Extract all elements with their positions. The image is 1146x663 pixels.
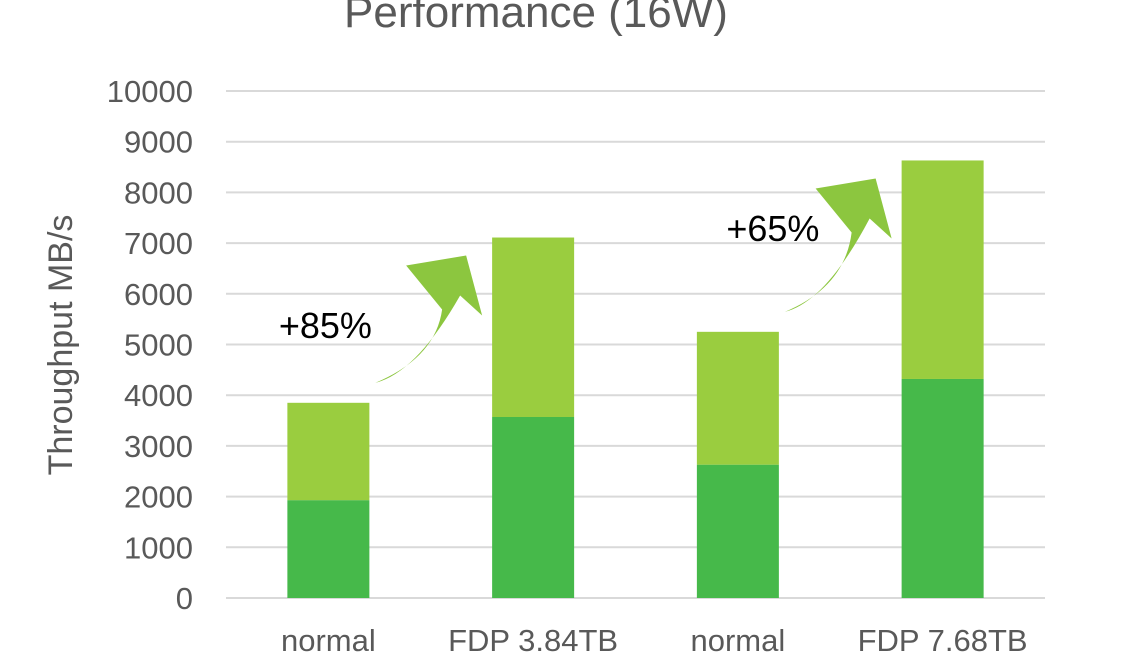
y-tick-label: 1000 [124, 530, 193, 565]
y-tick-label: 7000 [124, 226, 193, 261]
y-tick-label: 5000 [124, 328, 193, 363]
x-category-label: normal [281, 623, 376, 658]
growth-arrows [375, 178, 892, 383]
y-tick-label: 0 [176, 581, 193, 616]
growth-annotation: +85% [279, 305, 372, 346]
y-tick-label: 10000 [107, 74, 193, 109]
x-category-label: FDP 7.68TB [858, 623, 1028, 658]
y-tick-label: 8000 [124, 175, 193, 210]
y-axis-ticks: 0 1000 2000 3000 4000 5000 6000 7000 8000 9000 100… [107, 74, 193, 616]
y-tick-label: 2000 [124, 480, 193, 515]
y-tick-label: 4000 [124, 378, 193, 413]
bar-segment-2 [696, 331, 779, 465]
y-axis-label: Throughput MB/s [42, 215, 80, 476]
y-tick-label: 6000 [124, 277, 193, 312]
bar-segment-1 [287, 500, 370, 598]
annotations: +85% +65% [279, 208, 820, 346]
bar-segment-2 [492, 237, 575, 418]
chart-title: Performance (16W) [344, 0, 728, 37]
growth-arrow [375, 255, 483, 383]
bar-segment-1 [696, 464, 779, 598]
bars [287, 160, 984, 598]
growth-arrow [784, 178, 892, 312]
bar-segment-2 [287, 402, 370, 501]
bar-segment-1 [492, 417, 575, 598]
y-tick-label: 9000 [124, 125, 193, 160]
x-category-label: normal [690, 623, 785, 658]
growth-annotation: +65% [726, 208, 819, 249]
bar-segment-2 [901, 160, 984, 379]
y-tick-label: 3000 [124, 429, 193, 464]
bar-segment-1 [901, 378, 984, 598]
x-axis-categories: normal FDP 3.84TB normal FDP 7.68TB [281, 623, 1028, 658]
x-category-label: FDP 3.84TB [448, 623, 618, 658]
